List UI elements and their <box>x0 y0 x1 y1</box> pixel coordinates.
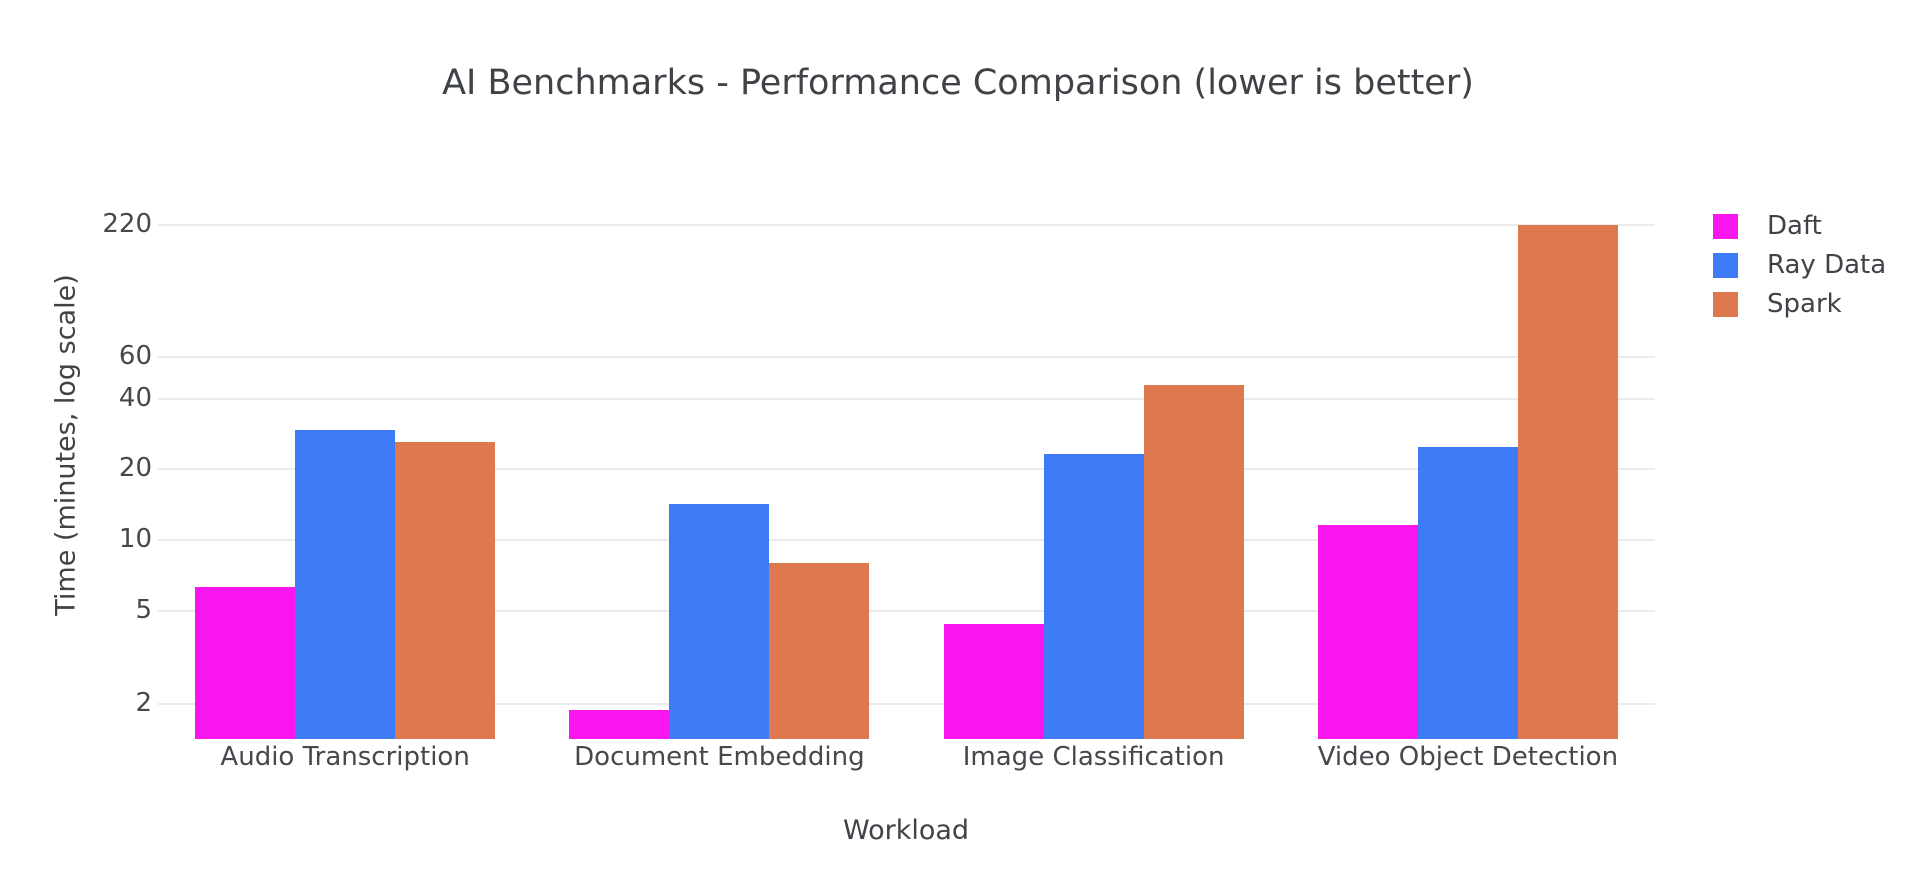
gridline-2 <box>158 703 1655 706</box>
y-tick-label-2: 2 <box>135 688 152 719</box>
bar-daft-document-embedding[interactable] <box>569 709 670 739</box>
legend-item-daft[interactable]: Daft <box>1713 211 1886 241</box>
legend-label-spark: Spark <box>1767 289 1842 319</box>
y-tick-label-20: 20 <box>118 453 152 484</box>
gridline-220 <box>158 223 1655 226</box>
bar-daft-audio-transcription[interactable] <box>195 587 296 739</box>
bar-daft-video-object-detection[interactable] <box>1317 524 1418 739</box>
legend-swatch-daft <box>1713 214 1738 239</box>
gridline-40 <box>158 397 1655 400</box>
x-tick-label-video-object-detection: Video Object Detection <box>1317 742 1619 772</box>
legend-label-daft: Daft <box>1767 211 1822 241</box>
y-axis-title: Time (minutes, log scale) <box>50 274 82 616</box>
y-tick-label-40: 40 <box>118 382 152 413</box>
gridline-20 <box>158 468 1655 471</box>
gridline-10 <box>158 539 1655 542</box>
gridline-5 <box>158 609 1655 612</box>
x-axis-title: Workload <box>842 815 970 846</box>
bar-ray-data-audio-transcription[interactable] <box>295 429 396 739</box>
x-tick-label-audio-transcription: Audio Transcription <box>220 742 470 772</box>
plot-area <box>158 150 1655 739</box>
bar-spark-document-embedding[interactable] <box>769 562 870 739</box>
x-tick-label-image-classification: Image Classification <box>962 742 1225 772</box>
bar-spark-video-object-detection[interactable] <box>1517 225 1618 739</box>
legend-swatch-ray-data <box>1713 253 1738 278</box>
x-tick-label-document-embedding: Document Embedding <box>574 742 865 772</box>
gridline-60 <box>158 356 1655 359</box>
legend: Daft Ray Data Spark <box>1713 211 1887 331</box>
legend-item-ray-data[interactable]: Ray Data <box>1713 250 1887 280</box>
bar-ray-data-image-classification[interactable] <box>1043 453 1144 739</box>
bar-spark-audio-transcription[interactable] <box>395 442 496 739</box>
legend-swatch-spark <box>1713 292 1738 317</box>
bar-spark-image-classification[interactable] <box>1143 385 1244 739</box>
y-tick-label-10: 10 <box>118 523 152 554</box>
y-tick-label-220: 220 <box>102 208 152 239</box>
y-tick-label-5: 5 <box>135 594 152 625</box>
y-tick-label-60: 60 <box>118 340 152 371</box>
bar-daft-image-classification[interactable] <box>943 623 1044 739</box>
legend-label-ray-data: Ray Data <box>1767 250 1887 280</box>
bar-ray-data-video-object-detection[interactable] <box>1417 447 1518 739</box>
bar-ray-data-document-embedding[interactable] <box>669 503 770 739</box>
chart-title: AI Benchmarks - Performance Comparison (… <box>442 63 1474 103</box>
legend-item-spark[interactable]: Spark <box>1713 289 1886 319</box>
